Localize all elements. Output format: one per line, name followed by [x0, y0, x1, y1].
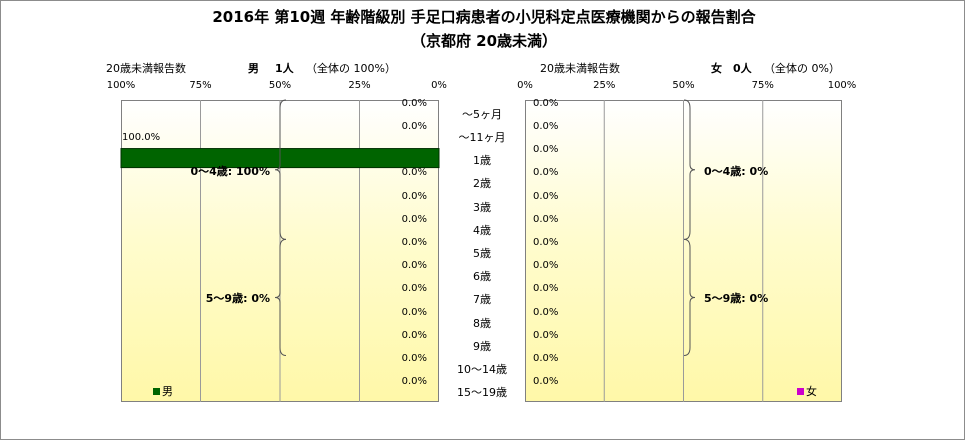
female-value-label: 0.0%: [533, 376, 559, 388]
male-header-count: 1人: [275, 62, 294, 75]
age-category-label: 7歳: [473, 293, 491, 307]
male-value-label: 0.0%: [401, 237, 427, 248]
male-legend: 男: [153, 383, 173, 399]
female-header-caption: 20歳未満報告数: [540, 62, 620, 75]
female-x-tick-label: 0%: [517, 80, 533, 91]
male-value-label: 0.0%: [401, 376, 427, 388]
age-category-label: 8歳: [473, 316, 491, 330]
male-value-label: 0.0%: [401, 283, 427, 295]
male-group-brace: [274, 238, 287, 357]
female-group-brace: [683, 99, 696, 240]
male-header-caption: 20歳未満報告数: [106, 62, 186, 75]
female-header-count: 0人: [733, 62, 752, 75]
male-value-label: 0.0%: [401, 260, 427, 272]
male-group-label: 5～9歳: 0%: [205, 292, 270, 306]
male-value-label: 0.0%: [401, 353, 427, 365]
age-category-label: 15～19歳: [457, 386, 507, 400]
female-value-label: 0.0%: [533, 260, 559, 272]
female-group-label: 5～9歳: 0%: [704, 292, 769, 306]
age-category-label: 5歳: [473, 247, 491, 260]
male-x-tick-label: 0%: [431, 80, 447, 91]
age-category-label: 2歳: [473, 177, 491, 191]
age-category-label: 6歳: [473, 270, 491, 284]
female-value-label: 0.0%: [533, 190, 559, 202]
age-category-label: 9歳: [473, 339, 491, 353]
male-legend-label: 男: [162, 385, 173, 398]
female-header-sex: 女: [711, 62, 722, 75]
age-category-label: 1歳: [473, 154, 491, 168]
female-value-label: 0.0%: [533, 97, 559, 109]
male-group-label: 0～4歳: 100%: [190, 164, 270, 178]
age-category-label: 3歳: [473, 200, 491, 214]
female-value-label: 0.0%: [533, 353, 559, 365]
male-value-label: 0.0%: [401, 167, 427, 179]
age-category-label: 10～14歳: [457, 363, 507, 377]
male-legend-swatch: [153, 387, 160, 395]
female-x-tick-label: 50%: [672, 80, 695, 91]
female-legend: 女: [797, 383, 817, 399]
male-value-label: 0.0%: [401, 306, 427, 318]
male-x-tick-label: 75%: [189, 80, 212, 91]
female-value-label: 0.0%: [533, 237, 559, 248]
male-value-label: 0.0%: [401, 97, 427, 109]
male-value-label: 0.0%: [401, 213, 427, 225]
female-value-label: 0.0%: [533, 120, 559, 132]
age-category-label: ～5ヶ月: [462, 107, 502, 121]
female-x-tick-label: 25%: [593, 80, 616, 91]
female-header-share: （全体の 0%）: [764, 62, 840, 75]
age-category-label: ～11ヶ月: [458, 130, 506, 144]
female-value-label: 0.0%: [533, 213, 559, 225]
female-value-label: 0.0%: [533, 306, 559, 318]
chart-title: 2016年 第10週 年齢階級別 手足口病患者の小児科定点医療機関からの報告割合: [212, 8, 756, 26]
male-x-tick-label: 25%: [348, 80, 371, 91]
female-value-label: 0.0%: [533, 283, 559, 295]
male-value-label: 0.0%: [401, 120, 427, 132]
female-group-brace: [683, 238, 696, 357]
male-x-tick-label: 50%: [268, 80, 292, 91]
male-value-label: 100.0%: [122, 132, 161, 144]
male-group-brace: [274, 99, 287, 240]
female-x-tick-label: 75%: [751, 80, 774, 91]
female-value-label: 0.0%: [533, 329, 559, 341]
male-x-tick-label: 100%: [106, 80, 136, 91]
female-group-label: 0～4歳: 0%: [704, 164, 769, 178]
chart-subtitle: （京都府 20歳未満）: [410, 32, 558, 50]
male-header-share: （全体の 100%）: [306, 62, 396, 75]
female-legend-swatch: [797, 387, 804, 395]
age-category-label: 4歳: [473, 223, 491, 237]
female-legend-label: 女: [806, 385, 817, 398]
male-value-label: 0.0%: [401, 329, 427, 341]
female-value-label: 0.0%: [533, 144, 559, 156]
female-x-tick-label: 100%: [827, 80, 857, 91]
male-header-sex: 男: [248, 62, 259, 75]
male-value-label: 0.0%: [401, 190, 427, 202]
female-value-label: 0.0%: [533, 167, 559, 179]
